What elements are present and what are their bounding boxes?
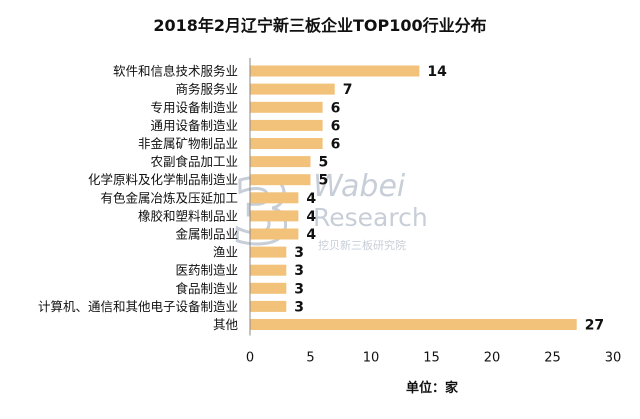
value-label-2: 6	[331, 100, 341, 116]
watermark-line-3: 挖贝新三板研究院	[318, 238, 406, 252]
x-tick-10: 10	[363, 351, 380, 366]
category-labels: 软件和信息技术服务业商务服务业专用设备制造业通用设备制造业非金属矿物制品业农副食…	[38, 64, 239, 333]
x-axis-unit-label: 单位：家	[406, 380, 459, 396]
watermark-line-2: Research	[313, 203, 428, 232]
x-tick-15: 15	[423, 351, 440, 366]
bar-10	[250, 246, 287, 258]
category-label-6: 化学原料及化学制品制造业	[88, 172, 238, 187]
value-label-1: 7	[343, 82, 353, 98]
value-label-7: 4	[306, 191, 316, 207]
category-label-0: 软件和信息技术服务业	[113, 64, 238, 79]
category-label-10: 渔业	[213, 245, 238, 260]
bar-11	[250, 264, 287, 276]
category-label-3: 通用设备制造业	[150, 118, 238, 133]
value-label-0: 14	[427, 64, 447, 80]
bar-1	[250, 83, 335, 95]
category-label-7: 有色金属冶炼及压延加工	[100, 190, 238, 205]
bar-14	[250, 319, 577, 330]
x-axis-ticks: 0 5 10 15 20 25 30	[246, 351, 621, 366]
bar-4	[250, 138, 323, 149]
x-tick-20: 20	[484, 351, 501, 366]
bar-9	[250, 228, 299, 240]
bar-2	[250, 101, 323, 113]
category-label-13: 计算机、通信和其他电子设备制造业	[38, 299, 238, 314]
bar-6	[250, 174, 311, 186]
value-label-8: 4	[306, 209, 316, 225]
bar-3	[250, 119, 323, 131]
value-label-12: 3	[294, 281, 304, 297]
x-tick-5: 5	[306, 351, 314, 366]
category-label-8: 橡胶和塑料制品业	[138, 208, 238, 223]
category-label-1: 商务服务业	[175, 82, 238, 97]
value-label-3: 6	[331, 118, 341, 134]
category-label-9: 金属制品业	[175, 227, 238, 242]
x-tick-30: 30	[605, 351, 622, 366]
value-label-4: 6	[331, 137, 341, 153]
category-label-5: 农副食品加工业	[150, 154, 238, 169]
value-label-6: 5	[319, 173, 329, 189]
category-label-11: 医药制造业	[175, 263, 238, 278]
bar-5	[250, 156, 311, 168]
value-label-14: 27	[585, 318, 604, 334]
category-label-14: 其他	[213, 317, 239, 332]
category-label-2: 专用设备制造业	[150, 100, 238, 115]
value-label-9: 4	[306, 227, 316, 243]
bar-series	[250, 65, 577, 330]
x-tick-25: 25	[544, 351, 561, 366]
bar-13	[250, 300, 287, 312]
bar-0	[250, 65, 420, 77]
value-label-13: 3	[294, 299, 304, 315]
value-label-11: 3	[294, 263, 304, 279]
value-label-10: 3	[294, 245, 304, 261]
category-label-12: 食品制造业	[175, 281, 238, 296]
chart-title: 2018年2月辽宁新三板企业TOP100行业分布	[153, 16, 486, 35]
x-tick-0: 0	[246, 351, 254, 366]
bar-12	[250, 282, 287, 294]
bar-7	[250, 192, 299, 204]
bar-8	[250, 210, 299, 222]
value-label-5: 5	[319, 155, 329, 171]
watermark-line-1: Wabei	[313, 169, 406, 204]
category-label-4: 非金属矿物制品业	[138, 136, 238, 151]
